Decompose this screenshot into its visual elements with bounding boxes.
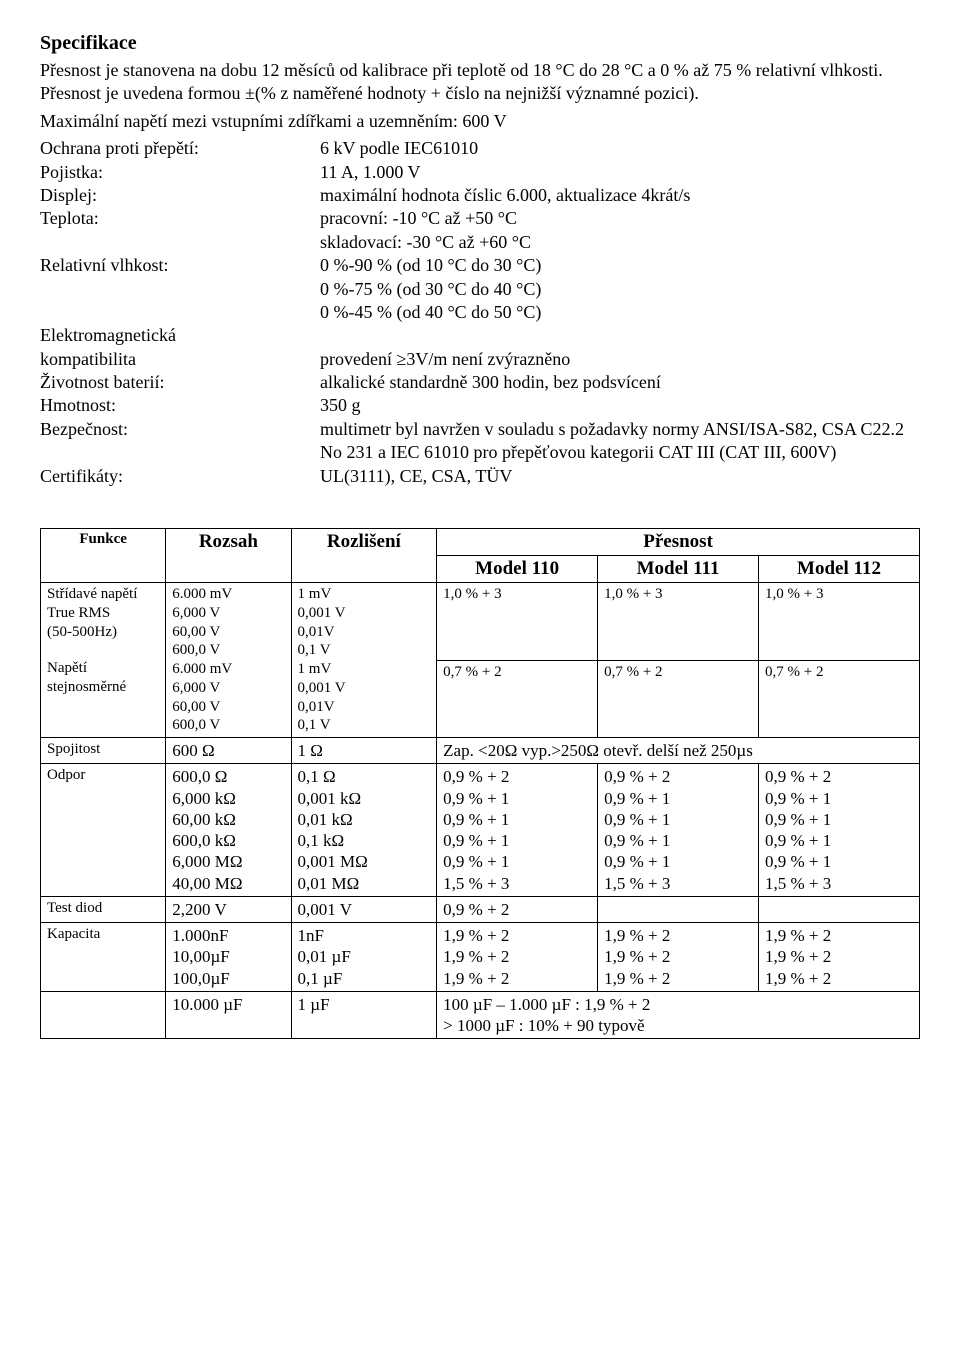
th-rozliseni: Rozlišení [291,529,437,583]
spec-list: Ochrana proti přepětí:6 kV podle IEC6101… [40,137,920,488]
table-cell: 1.000nF10,00µF100,0µF [166,923,291,992]
table-row: Test diod2,200 V0,001 V0,9 % + 2 [41,896,920,922]
table-cell [598,896,759,922]
spec-row: kompatibilitaprovedení ≥3V/m není zvýraz… [40,348,920,371]
table-row: Odpor600,0 Ω6,000 kΩ60,00 kΩ600,0 kΩ6,00… [41,764,920,897]
table-cell: 0,9 % + 20,9 % + 10,9 % + 10,9 % + 10,9 … [437,764,598,897]
spec-value [320,324,920,347]
spec-row: Displej:maximální hodnota číslic 6.000, … [40,184,920,207]
table-cell [41,991,166,1039]
table-cell: Střídavé napětíTrue RMS(50-500Hz)Napětís… [41,583,166,738]
table-cell: Kapacita [41,923,166,992]
table-cell: 1,9 % + 21,9 % + 21,9 % + 2 [437,923,598,992]
spec-label: Teplota: [40,207,320,254]
spec-value: UL(3111), CE, CSA, TÜV [320,465,920,488]
table-cell: Test diod [41,896,166,922]
table-cell: 0,9 % + 20,9 % + 10,9 % + 10,9 % + 10,9 … [598,764,759,897]
table-cell: 0,001 V [291,896,437,922]
spec-table: Funkce Rozsah Rozlišení Přesnost Model 1… [40,528,920,1039]
spec-value: maximální hodnota číslic 6.000, aktualiz… [320,184,920,207]
table-cell: 0,7 % + 2 [437,660,598,738]
spec-label: Bezpečnost: [40,418,320,465]
spec-value: 350 g [320,394,920,417]
spec-row: Elektromagnetická [40,324,920,347]
spec-value: 11 A, 1.000 V [320,161,920,184]
spec-label: Displej: [40,184,320,207]
table-cell [759,896,920,922]
spec-label: Elektromagnetická [40,324,320,347]
table-row: Střídavé napětíTrue RMS(50-500Hz)Napětís… [41,583,920,661]
table-cell: 1,9 % + 21,9 % + 21,9 % + 2 [759,923,920,992]
table-cell: 1,9 % + 21,9 % + 21,9 % + 2 [598,923,759,992]
spec-label: Ochrana proti přepětí: [40,137,320,160]
table-cell: 1,0 % + 3 [598,583,759,661]
spec-label: Pojistka: [40,161,320,184]
spec-value: pracovní: -10 °C až +50 °Cskladovací: -3… [320,207,920,254]
table-cell: 0,9 % + 2 [437,896,598,922]
spec-intro-2: Maximální napětí mezi vstupními zdířkami… [40,110,920,133]
table-cell: 1 µF [291,991,437,1039]
table-cell: 1nF0,01 µF0,1 µF [291,923,437,992]
spec-row: Pojistka:11 A, 1.000 V [40,161,920,184]
spec-value: 6 kV podle IEC61010 [320,137,920,160]
spec-row: Ochrana proti přepětí:6 kV podle IEC6101… [40,137,920,160]
table-cell: 2,200 V [166,896,291,922]
table-cell: 0,7 % + 2 [598,660,759,738]
table-cell: Spojitost [41,738,166,764]
spec-row: Certifikáty:UL(3111), CE, CSA, TÜV [40,465,920,488]
spec-row: Teplota:pracovní: -10 °C až +50 °Csklado… [40,207,920,254]
spec-row: Bezpečnost:multimetr byl navržen v soula… [40,418,920,465]
spec-value: provedení ≥3V/m není zvýrazněno [320,348,920,371]
spec-row: Hmotnost:350 g [40,394,920,417]
table-cell: 600,0 Ω6,000 kΩ60,00 kΩ600,0 kΩ6,000 MΩ4… [166,764,291,897]
table-cell: 1 mV0,001 V0,01V0,1 V1 mV0,001 V0,01V0,1… [291,583,437,738]
spec-row: Relativní vlhkost:0 %-90 % (od 10 °C do … [40,254,920,324]
th-model110: Model 110 [437,556,598,583]
table-cell: 1 Ω [291,738,437,764]
table-cell: 0,9 % + 20,9 % + 10,9 % + 10,9 % + 10,9 … [759,764,920,897]
spec-label: Hmotnost: [40,394,320,417]
spec-row: Životnost baterií:alkalické standardně 3… [40,371,920,394]
table-cell: Odpor [41,764,166,897]
table-cell: 0,1 Ω0,001 kΩ0,01 kΩ0,1 kΩ0,001 MΩ0,01 M… [291,764,437,897]
spec-heading: Specifikace [40,32,920,55]
table-row: 10.000 µF1 µF100 µF – 1.000 µF : 1,9 % +… [41,991,920,1039]
spec-label: Certifikáty: [40,465,320,488]
th-model112: Model 112 [759,556,920,583]
table-cell: 1,0 % + 3 [759,583,920,661]
table-cell: 10.000 µF [166,991,291,1039]
table-cell: 0,7 % + 2 [759,660,920,738]
spec-value: alkalické standardně 300 hodin, bez pods… [320,371,920,394]
spec-label: Životnost baterií: [40,371,320,394]
table-cell: Zap. <20Ω vyp.>250Ω otevř. delší než 250… [437,738,920,764]
table-cell: 100 µF – 1.000 µF : 1,9 % + 2> 1000 µF :… [437,991,920,1039]
spec-label: kompatibilita [40,348,320,371]
spec-value: multimetr byl navržen v souladu s požada… [320,418,920,465]
table-cell: 6.000 mV6,000 V60,00 V600,0 V6.000 mV6,0… [166,583,291,738]
table-row: Kapacita1.000nF10,00µF100,0µF1nF0,01 µF0… [41,923,920,992]
table-row: Spojitost600 Ω1 ΩZap. <20Ω vyp.>250Ω ote… [41,738,920,764]
table-cell: 1,0 % + 3 [437,583,598,661]
spec-label: Relativní vlhkost: [40,254,320,324]
th-rozsah: Rozsah [166,529,291,583]
table-cell: 600 Ω [166,738,291,764]
th-presnost: Přesnost [437,529,920,556]
spec-value: 0 %-90 % (od 10 °C do 30 °C)0 %-75 % (od… [320,254,920,324]
th-model111: Model 111 [598,556,759,583]
th-funkce: Funkce [41,529,166,583]
spec-intro-1: Přesnost je stanovena na dobu 12 měsíců … [40,59,920,106]
